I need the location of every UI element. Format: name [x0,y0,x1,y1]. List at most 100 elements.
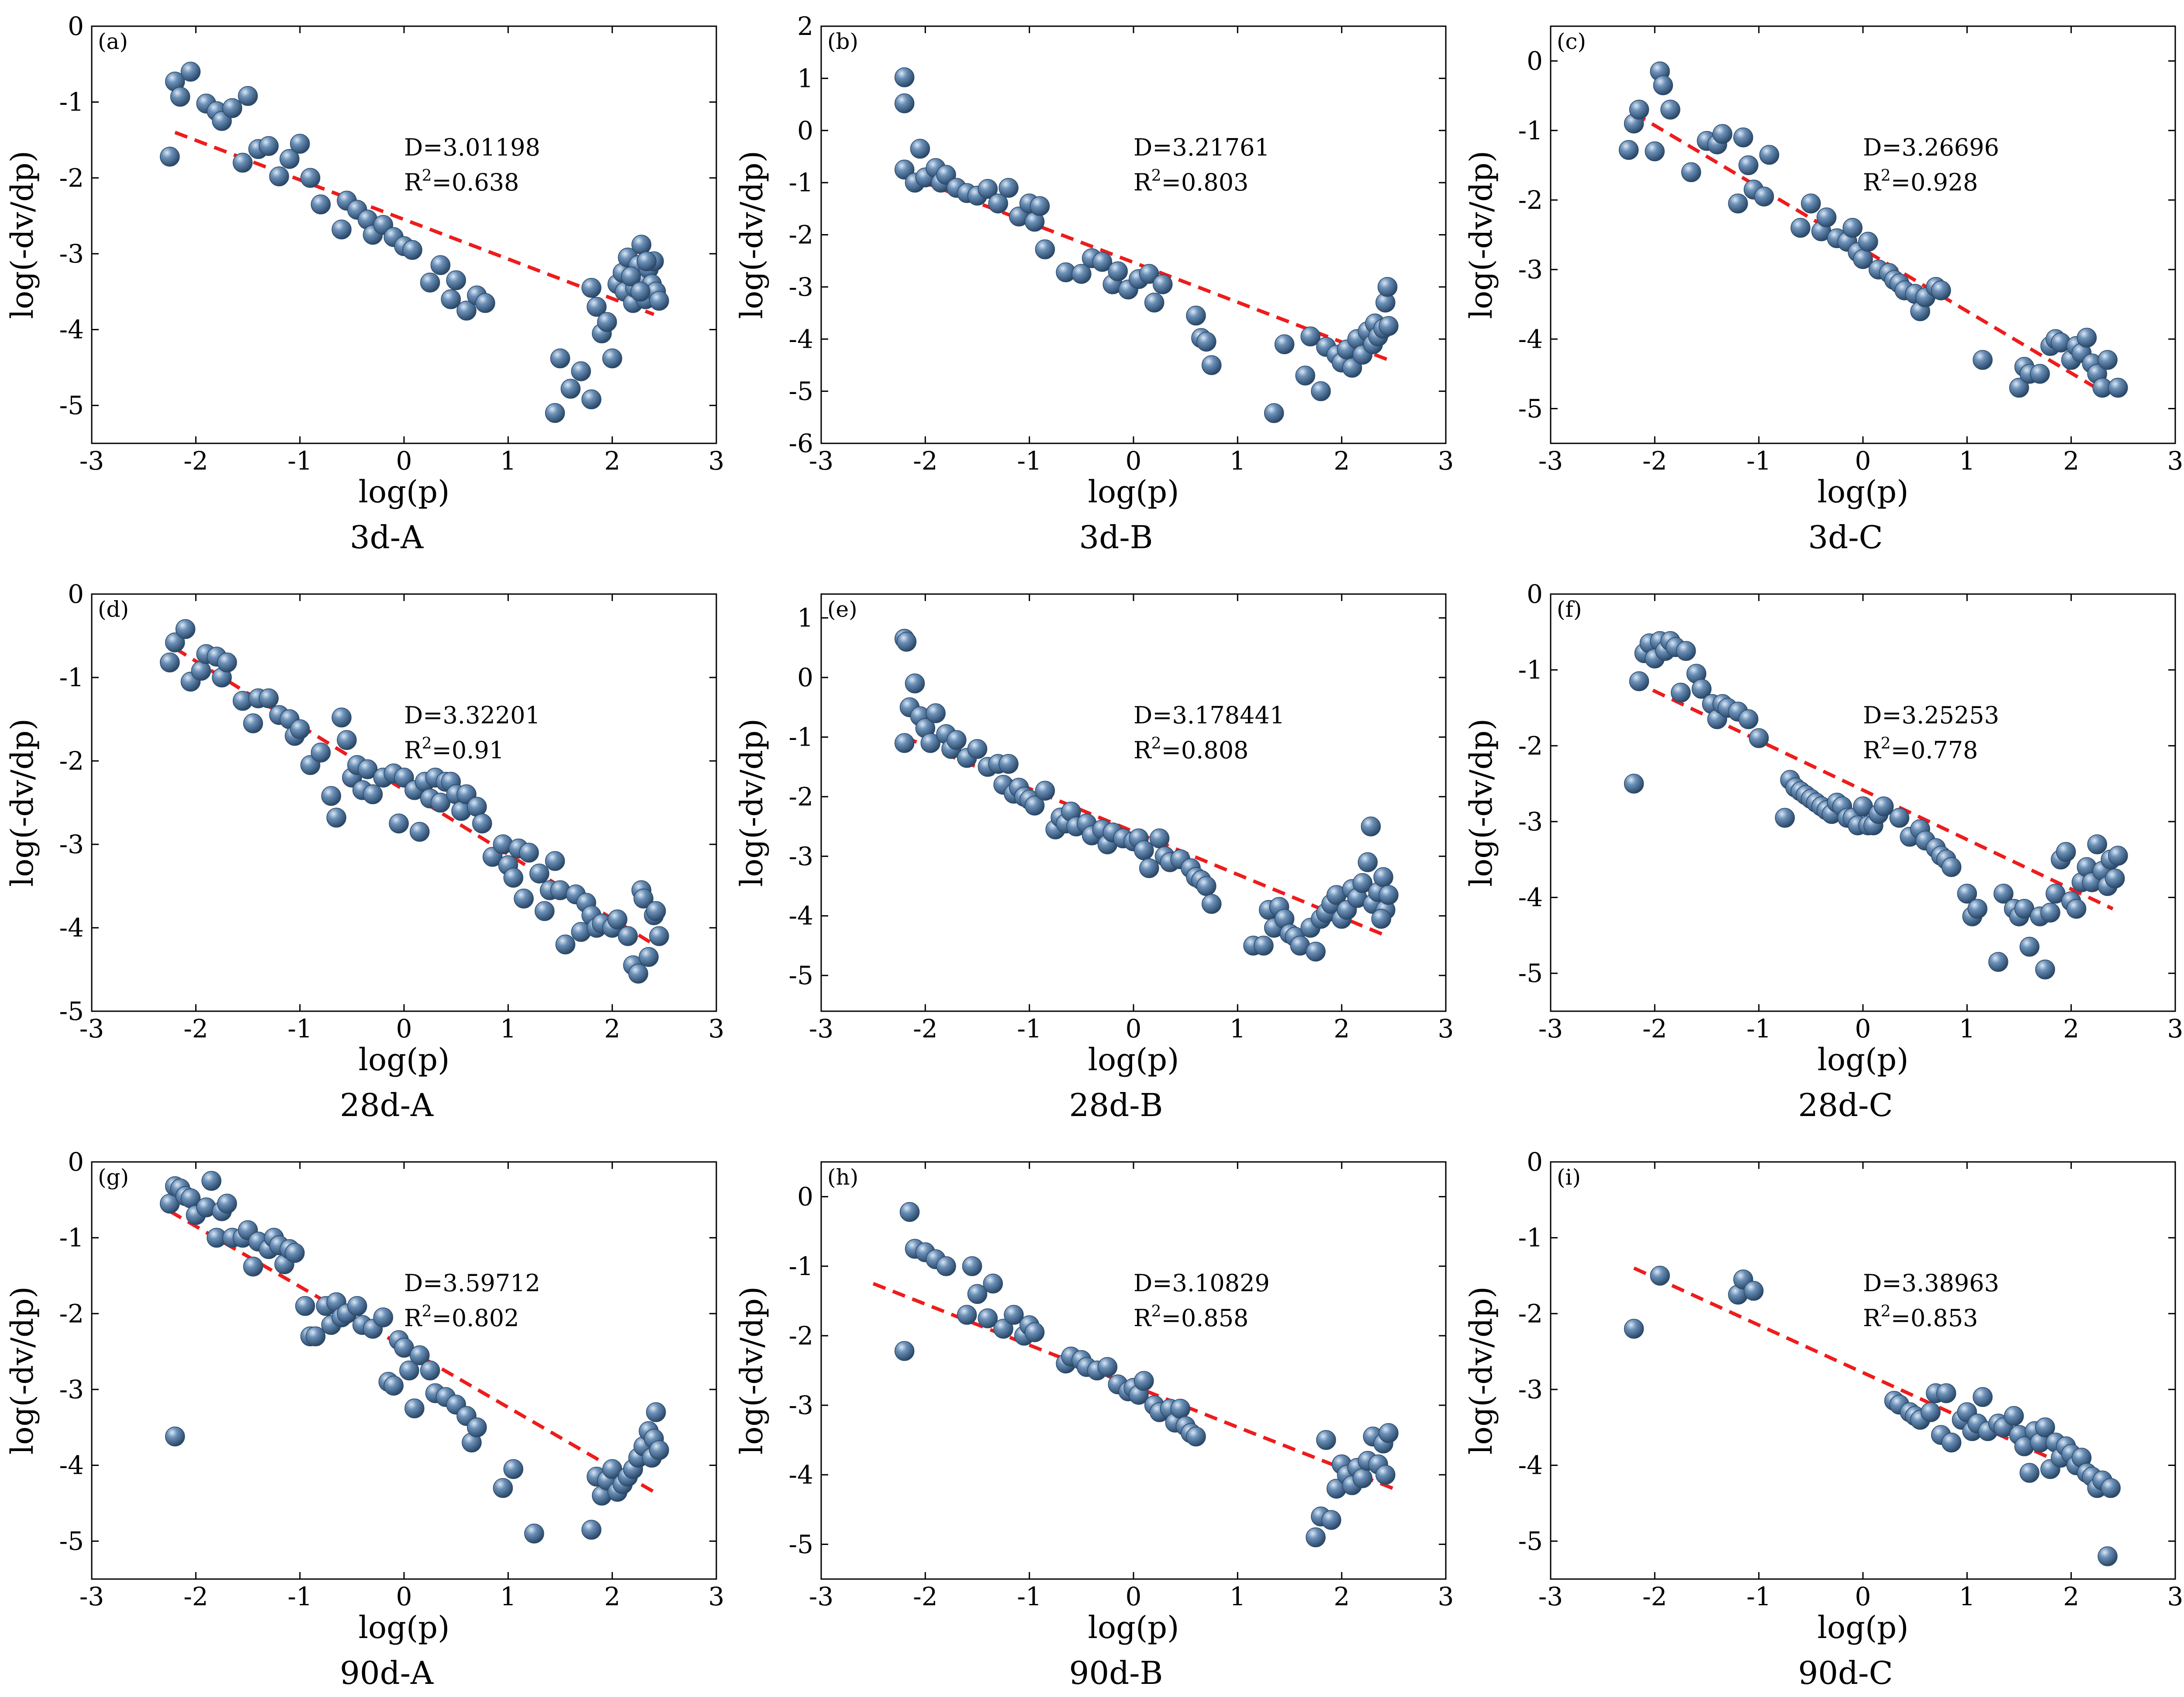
panel-caption: 3d-B [1079,519,1153,556]
data-point [373,1307,394,1327]
y-axis-title: log(-dv/dp) [1463,1286,1499,1455]
data-point [1660,100,1680,120]
data-point [295,1296,315,1316]
y-tick-label: -5 [59,996,84,1026]
data-point [621,266,641,287]
data-point [2019,937,2040,957]
data-point [1311,381,1331,401]
data-point [1738,155,1759,176]
data-point [607,909,628,930]
data-point [363,784,383,805]
y-tick-label: -3 [789,272,814,302]
x-tick-label: -1 [1017,1582,1042,1611]
panel-letter: (g) [98,1165,129,1190]
x-tick-label: 1 [500,1014,516,1044]
x-tick-label: -3 [809,446,834,476]
x-tick-label: -3 [79,446,104,476]
data-point [1645,141,1665,162]
data-point [1650,1265,1670,1286]
data-point [1712,124,1732,144]
x-tick-label: 0 [1855,1014,1871,1044]
x-tick-label: 0 [1855,446,1871,476]
data-point [1134,1371,1154,1391]
x-tick-label: 1 [1959,446,1975,476]
data-point [1842,218,1863,238]
y-axis-title: log(-dv/dp) [4,719,40,887]
data-point [1139,858,1159,878]
y-tick-label: 0 [1527,46,1543,76]
y-axis-title: log(-dv/dp) [4,1286,40,1455]
data-point [524,1524,544,1544]
data-point [646,901,666,921]
y-axis-title: log(-dv/dp) [734,151,770,319]
data-point [1139,264,1159,284]
panel-caption: 28d-C [1798,1087,1893,1123]
panel-f: -3 -2 -1 0 1 2 3-5-4-3-2-10log(p)log(-dv/dp)(f… [1463,579,2183,1123]
data-point [550,348,570,369]
data-point [160,146,180,167]
data-point [649,290,669,311]
data-point [1744,1281,1764,1301]
data-point [1858,232,1878,252]
x-tick-label: -3 [1538,1582,1563,1611]
panel-letter: (c) [1557,29,1586,54]
data-point [2087,834,2107,854]
fractal-dimension-label: D=3.32201 [404,702,540,729]
data-point [1004,1305,1024,1325]
data-point [280,149,300,169]
x-axis-title: log(p) [1818,1042,1909,1078]
x-tick-label: -3 [1538,1014,1563,1044]
data-point [475,293,495,313]
data-point [410,822,430,842]
data-point [957,1305,977,1325]
fractal-dimension-label: D=3.26696 [1863,134,1999,161]
data-point [1144,292,1165,313]
data-point [191,660,211,681]
x-axis-title: log(p) [359,1610,450,1645]
panel-h: -3 -2 -1 0 1 2 3-5-4-3-2-10log(p)log(-dv/dp)(h… [734,1161,1454,1691]
x-tick-label: 0 [396,1582,412,1611]
data-point [628,964,648,984]
y-axis-title: log(-dv/dp) [1463,151,1499,319]
y-tick-label: -3 [1518,255,1543,284]
r-squared-label: R2=0.802 [404,1303,519,1332]
y-tick-label: -1 [789,168,814,197]
data-point [529,864,549,884]
data-point [1379,316,1399,336]
data-point [1196,876,1216,896]
x-tick-label: 2 [2063,446,2079,476]
y-tick-label: -1 [59,663,84,692]
y-tick-label: -4 [789,1460,814,1490]
data-point [467,1417,487,1438]
data-point [384,1376,404,1396]
x-tick-label: -3 [809,1014,834,1044]
x-axis-title: log(p) [1088,474,1179,510]
y-tick-label: 0 [797,663,813,692]
data-point [2040,902,2060,923]
data-point [493,1478,513,1498]
panel-caption: 3d-A [350,519,424,556]
r-squared-label: R2=0.808 [1133,735,1248,764]
data-point [232,152,253,173]
x-tick-label: 3 [708,1014,725,1044]
data-point [1801,194,1821,214]
data-point [404,1398,425,1419]
data-point [1371,909,1391,929]
data-point [1300,326,1320,347]
data-point [1321,1510,1341,1530]
data-point [1024,795,1045,816]
data-point [631,235,652,255]
data-point [649,926,669,946]
x-tick-label: 1 [1959,1014,1975,1044]
data-point [1629,100,1649,120]
data-point [2035,1417,2055,1438]
data-point [311,194,331,214]
data-point [2056,842,2076,862]
y-tick-label: 2 [797,11,813,41]
data-point [1754,187,1774,207]
x-axis-title: log(p) [359,1042,450,1078]
y-tick-label: -5 [789,1529,814,1559]
data-point [899,1202,920,1222]
x-tick-label: 0 [1126,1014,1142,1044]
panel-g: -3 -2 -1 0 1 2 3-5-4-3-2-10log(p)log(-dv/dp)(g… [4,1147,724,1691]
